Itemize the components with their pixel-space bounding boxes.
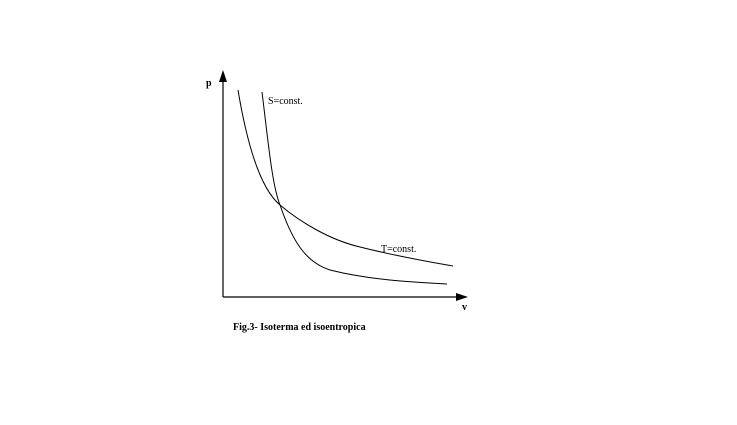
x-axis-label: v: [462, 302, 467, 313]
isentropic-curve: [261, 91, 448, 285]
isotherm-curve: [237, 89, 454, 267]
y-axis-label: p: [206, 78, 212, 89]
x-axis-arrow: [456, 293, 468, 301]
isentropic-label: S=const.: [268, 96, 303, 107]
isotherm-label: T=const.: [381, 244, 416, 255]
caption: Fig.3- Isoterma ed isoentropica: [233, 322, 366, 333]
y-axis-arrow: [219, 70, 227, 82]
